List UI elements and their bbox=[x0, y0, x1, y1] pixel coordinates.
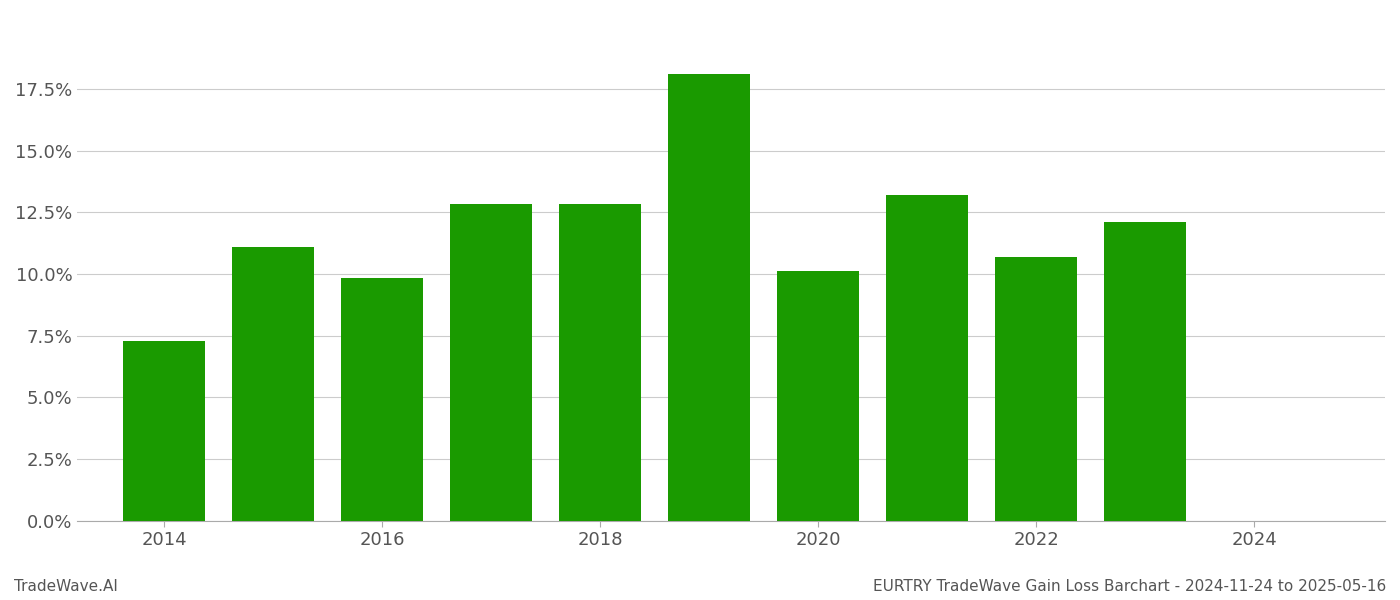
Bar bbox=[123, 341, 206, 521]
Text: TradeWave.AI: TradeWave.AI bbox=[14, 579, 118, 594]
Bar bbox=[995, 257, 1077, 521]
Bar bbox=[342, 278, 423, 521]
Bar bbox=[886, 195, 969, 521]
Bar bbox=[668, 74, 750, 521]
Bar bbox=[232, 247, 314, 521]
Text: EURTRY TradeWave Gain Loss Barchart - 2024-11-24 to 2025-05-16: EURTRY TradeWave Gain Loss Barchart - 20… bbox=[872, 579, 1386, 594]
Bar bbox=[451, 203, 532, 521]
Bar bbox=[560, 203, 641, 521]
Bar bbox=[1105, 222, 1186, 521]
Bar bbox=[777, 271, 860, 521]
